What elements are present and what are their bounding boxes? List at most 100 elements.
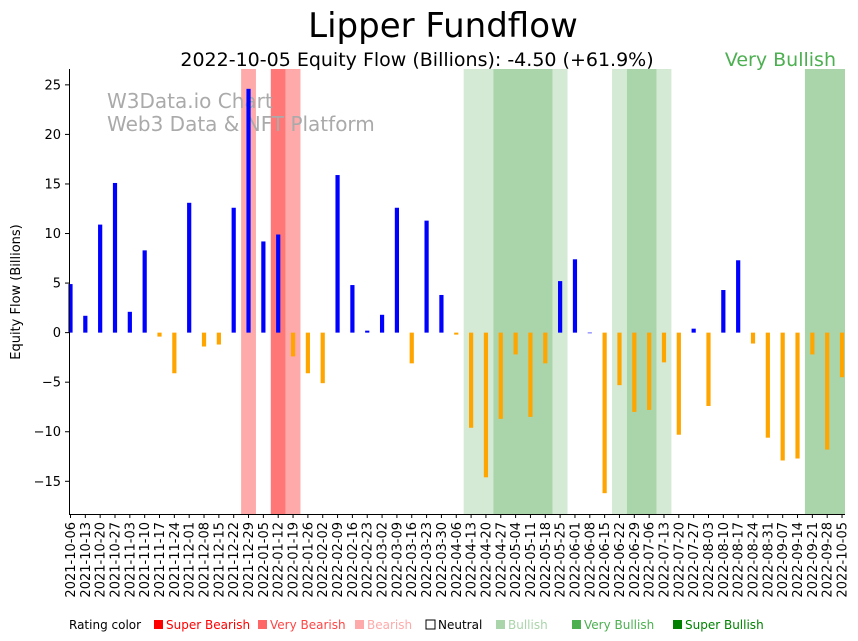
bar-2021-11-17 bbox=[157, 332, 162, 337]
bar-2021-12-15 bbox=[216, 332, 221, 345]
bar-2022-08-31 bbox=[765, 332, 770, 438]
x-tick-label: 2022-08-17 bbox=[732, 522, 747, 598]
bar-2022-01-19 bbox=[290, 332, 296, 357]
x-tick-label: 2022-02-16 bbox=[346, 522, 361, 598]
x-tick-label: 2022-06-29 bbox=[628, 522, 643, 598]
x-tick-label: 2022-07-27 bbox=[687, 522, 702, 598]
y-tick-label: −10 bbox=[34, 425, 61, 440]
chart-title: Lipper Fundflow bbox=[308, 6, 578, 46]
axes bbox=[69, 69, 845, 515]
x-tick-label: 2022-06-08 bbox=[583, 522, 598, 598]
x-tick-label: 2022-08-10 bbox=[717, 522, 732, 598]
x-tick-label: 2021-11-17 bbox=[153, 522, 168, 598]
legend-label-super-bullish: Super Bullish bbox=[685, 618, 764, 632]
x-tick-label: 2022-08-03 bbox=[702, 522, 717, 598]
legend-label-neutral: Neutral bbox=[438, 618, 482, 632]
x-tick-label: 2022-05-25 bbox=[554, 522, 569, 598]
x-tick-label: 2021-10-06 bbox=[64, 522, 79, 598]
bar-2022-07-27 bbox=[691, 328, 696, 333]
x-tick-label: 2022-09-07 bbox=[776, 522, 791, 598]
bar-2022-05-18 bbox=[543, 332, 548, 364]
bar-2022-04-20 bbox=[483, 332, 489, 478]
legend-label-super-bearish: Super Bearish bbox=[166, 618, 250, 632]
bar-2022-09-28 bbox=[825, 332, 830, 450]
bar-2022-03-16 bbox=[409, 332, 414, 364]
x-tick-label: 2021-10-27 bbox=[108, 522, 123, 598]
bar-2022-09-14 bbox=[795, 332, 800, 459]
x-tick-label: 2022-01-05 bbox=[257, 522, 272, 598]
shaded-region-bullish bbox=[463, 69, 494, 514]
bar-2022-03-23 bbox=[424, 220, 429, 333]
x-tick-label: 2022-05-04 bbox=[509, 522, 524, 598]
bar-2021-11-10 bbox=[142, 250, 147, 333]
x-tick-label: 2022-10-05 bbox=[836, 522, 851, 598]
bar-2022-02-16 bbox=[350, 285, 355, 333]
bar-2022-05-04 bbox=[513, 332, 518, 355]
bar-2022-04-06 bbox=[454, 332, 459, 335]
legend-swatch-neutral bbox=[425, 619, 436, 630]
bar-2022-08-03 bbox=[706, 332, 711, 406]
bar-2022-04-13 bbox=[468, 332, 474, 428]
bar-2022-08-17 bbox=[736, 260, 741, 333]
bar-2022-07-20 bbox=[676, 332, 681, 435]
x-tick-label: 2022-04-27 bbox=[494, 522, 509, 598]
bar-2022-07-06 bbox=[647, 332, 652, 410]
x-tick-label: 2021-10-13 bbox=[79, 522, 94, 598]
y-axis-label: Equity Flow (Billions) bbox=[9, 224, 24, 360]
y-ticks: −15 −10 −5 0 5 10 15 20 25 bbox=[34, 78, 69, 490]
x-tick-label: 2021-12-22 bbox=[227, 522, 242, 598]
bar-2022-03-30 bbox=[439, 294, 444, 333]
x-tick-label: 2022-01-26 bbox=[301, 522, 316, 598]
x-tick-label: 2022-02-09 bbox=[331, 522, 346, 598]
x-tick-label: 2022-07-20 bbox=[672, 522, 687, 598]
shaded-region-bullish bbox=[612, 69, 627, 514]
x-tick-label: 2022-06-15 bbox=[598, 522, 613, 598]
bar-2022-03-02 bbox=[379, 314, 385, 333]
legend-label-very-bearish: Very Bearish bbox=[270, 618, 346, 632]
bar-2022-06-29 bbox=[632, 332, 637, 412]
x-tick-label: 2022-01-12 bbox=[272, 522, 287, 598]
x-tick-label: 2021-11-10 bbox=[138, 522, 153, 598]
bar-2022-09-07 bbox=[780, 332, 785, 461]
bar-2022-05-11 bbox=[528, 332, 533, 417]
bar-2022-06-01 bbox=[572, 259, 578, 333]
x-tick-label: 2022-09-21 bbox=[806, 522, 821, 598]
x-tick-label: 2022-06-01 bbox=[568, 522, 583, 598]
bar-2021-12-29 bbox=[246, 88, 251, 333]
bar-2022-02-09 bbox=[335, 175, 340, 333]
x-tick-label: 2022-07-06 bbox=[643, 522, 658, 598]
shaded-region-very-bullish-light bbox=[493, 69, 553, 514]
rating-legend: Rating color Super Bearish Very Bearish Be… bbox=[69, 618, 764, 632]
bar-2022-08-10 bbox=[721, 290, 726, 333]
x-tick-label: 2022-03-16 bbox=[405, 522, 420, 598]
bar-2021-10-27 bbox=[112, 182, 118, 333]
bar-2022-06-08 bbox=[587, 332, 592, 334]
bar-2021-12-01 bbox=[187, 202, 192, 333]
legend-label-bearish: Bearish bbox=[367, 618, 412, 632]
legend-swatch-bearish bbox=[355, 620, 364, 629]
x-tick-label: 2022-08-31 bbox=[761, 522, 776, 598]
x-tick-label: 2021-12-01 bbox=[183, 522, 198, 598]
y-tick-label: 10 bbox=[44, 227, 61, 242]
bar-2022-06-22 bbox=[617, 332, 622, 386]
x-tick-label: 2021-10-20 bbox=[94, 522, 109, 598]
watermark-line-1: W3Data.io Chart bbox=[107, 89, 273, 113]
y-tick-label: −5 bbox=[42, 376, 61, 391]
shaded-region-bullish bbox=[656, 69, 672, 514]
bar-2022-09-21 bbox=[810, 332, 815, 355]
y-tick-label: 0 bbox=[53, 326, 61, 341]
legend-label-bullish: Bullish bbox=[508, 618, 548, 632]
bar-2022-08-24 bbox=[750, 332, 756, 344]
rating-text: Very Bullish bbox=[725, 49, 836, 71]
legend-swatch-super-bearish bbox=[154, 620, 163, 629]
bar-2021-11-24 bbox=[172, 332, 177, 374]
y-tick-label: 15 bbox=[44, 177, 61, 192]
x-tick-label: 2021-11-24 bbox=[168, 522, 183, 598]
x-tick-label: 2022-03-30 bbox=[435, 522, 450, 598]
x-tick-label: 2022-04-06 bbox=[450, 522, 465, 598]
bar-2022-04-27 bbox=[498, 332, 503, 419]
bar-2022-02-02 bbox=[320, 332, 325, 384]
x-tick-label: 2022-08-24 bbox=[747, 522, 762, 598]
x-tick-label: 2022-05-18 bbox=[539, 522, 554, 598]
